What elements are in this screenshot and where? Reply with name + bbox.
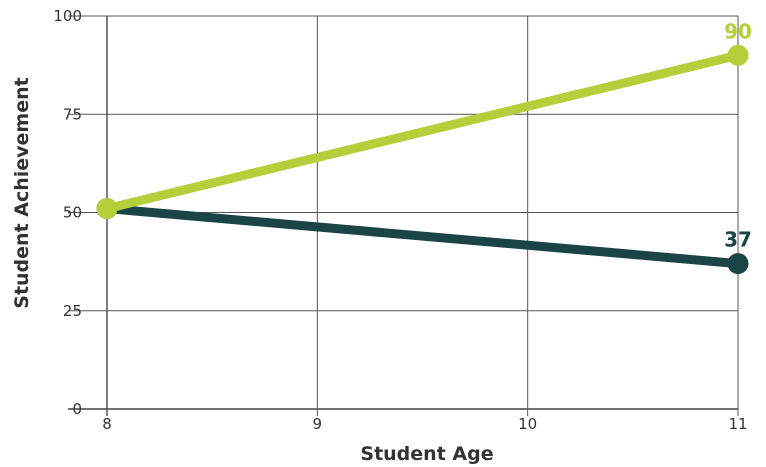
y-tick-label: 75 bbox=[63, 105, 82, 123]
series-1: 37 bbox=[96, 198, 752, 275]
x-tick-label: 8 bbox=[102, 415, 112, 433]
x-axis-ticks: 8 9 10 11 bbox=[102, 415, 747, 433]
data-point bbox=[727, 253, 749, 275]
y-tick-label: 100 bbox=[53, 7, 82, 25]
x-tick-label: 10 bbox=[518, 415, 537, 433]
x-axis-title: Student Age bbox=[360, 443, 493, 465]
x-tick-label: 9 bbox=[313, 415, 323, 433]
data-label: 90 bbox=[724, 19, 752, 43]
series-line bbox=[102, 204, 743, 269]
series-line bbox=[102, 50, 743, 214]
y-tick-label: 25 bbox=[63, 302, 82, 320]
y-axis-ticks: 0 25 50 75 100 bbox=[53, 7, 82, 418]
y-axis-title: Student Achievement bbox=[11, 77, 33, 308]
data-point bbox=[96, 198, 118, 220]
y-tick-label: 0 bbox=[72, 400, 82, 418]
data-label: 37 bbox=[724, 228, 752, 252]
x-tick-label: 11 bbox=[728, 415, 747, 433]
y-tick-label: 50 bbox=[63, 204, 82, 222]
series-0: 90 bbox=[96, 19, 752, 220]
data-point bbox=[727, 44, 749, 66]
series-group: 37 90 bbox=[96, 19, 752, 275]
